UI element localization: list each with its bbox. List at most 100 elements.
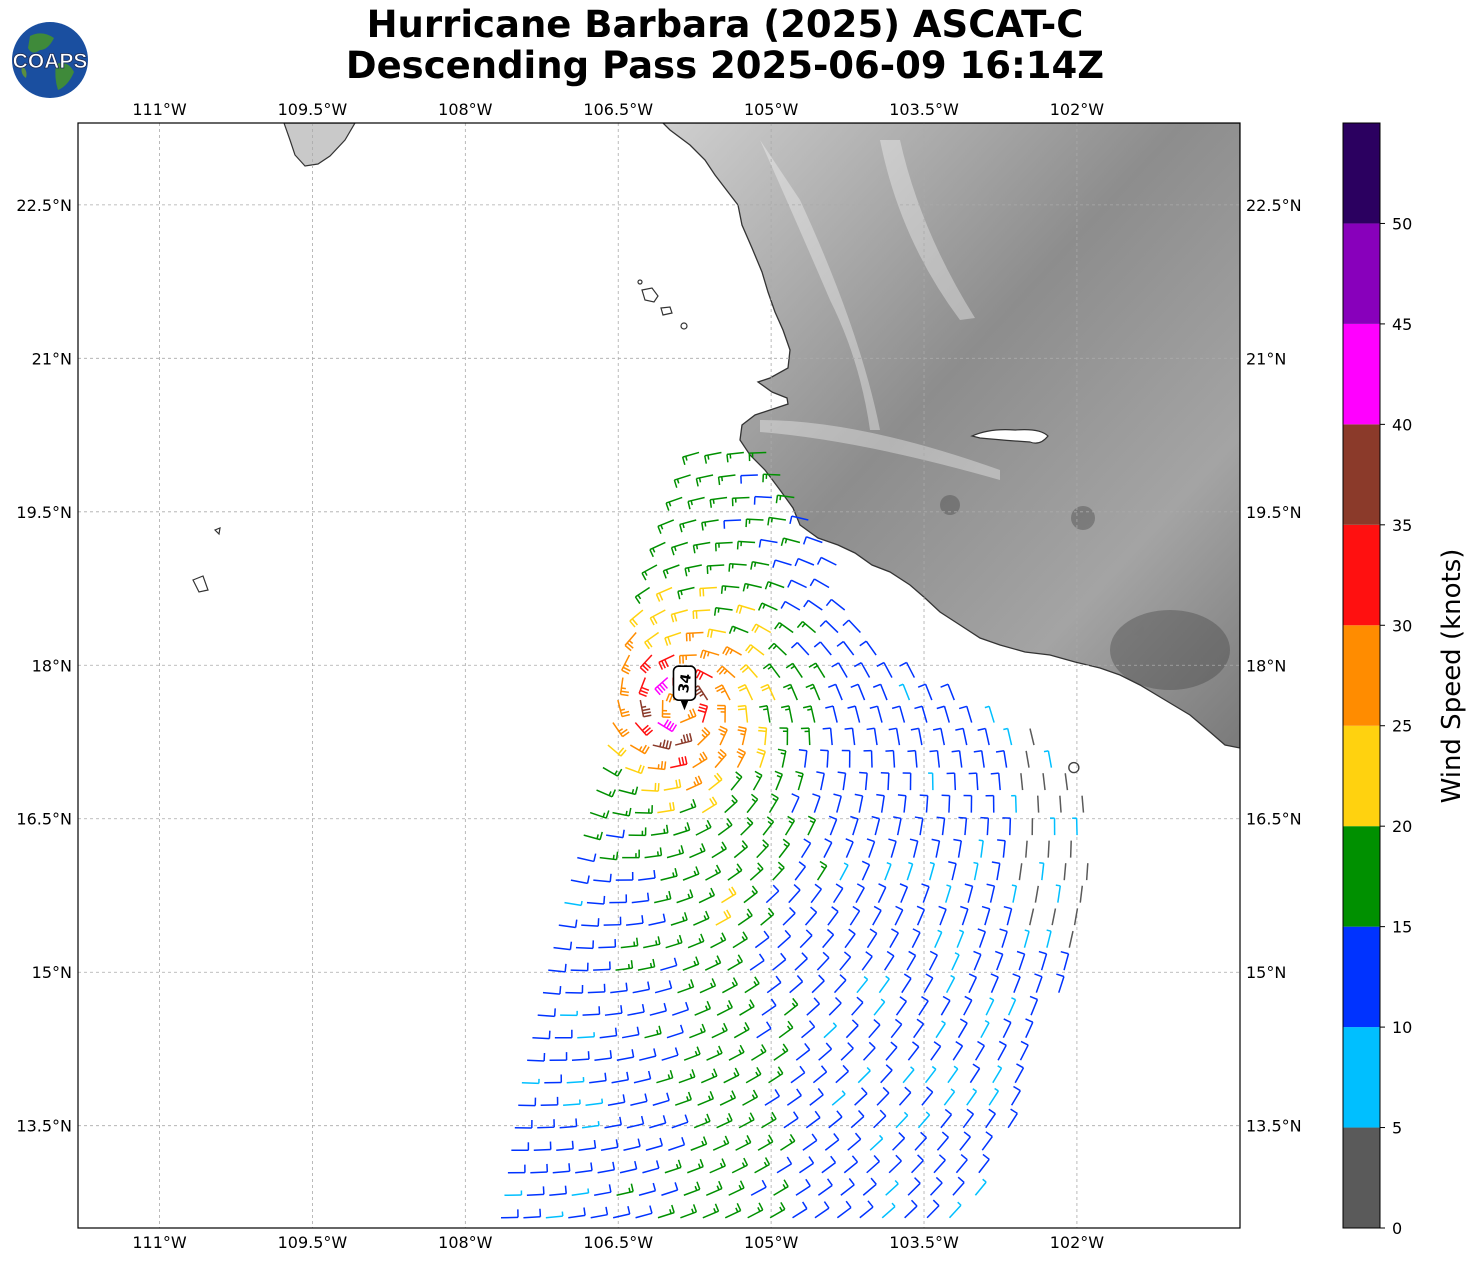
wind-barb — [990, 973, 999, 993]
gridlines — [78, 123, 1240, 1228]
wind-barb — [716, 1112, 733, 1129]
wind-barb — [679, 798, 697, 814]
wind-barb — [661, 700, 671, 718]
wind-barb — [704, 451, 722, 464]
wind-barb — [836, 640, 855, 656]
wind-barb — [649, 609, 666, 626]
storm-center-marker: 34 — [672, 665, 697, 711]
wind-barb — [554, 1029, 573, 1039]
wind-barb — [1068, 930, 1074, 948]
lat-tick-label-left: 21°N — [32, 349, 72, 368]
wind-barb — [774, 770, 784, 791]
lat-tick-label-left: 22.5°N — [16, 196, 72, 215]
wind-barb — [604, 1116, 622, 1129]
wind-barb — [1051, 908, 1057, 926]
wind-barb — [863, 749, 873, 768]
wind-barb — [631, 892, 650, 904]
wind-barb — [754, 930, 770, 949]
wind-barb — [728, 562, 747, 572]
wind-barb — [1012, 973, 1021, 993]
wind-barb — [737, 726, 747, 746]
wind-barb — [663, 779, 682, 791]
wind-barb — [758, 726, 768, 746]
wind-barb — [772, 559, 792, 568]
wind-barb — [527, 1052, 546, 1062]
wind-barb — [566, 1077, 585, 1084]
wind-barb — [695, 474, 714, 487]
wind-barb — [928, 950, 938, 971]
wind-barb — [564, 900, 583, 907]
wind-barb — [776, 1156, 793, 1174]
wind-barb — [708, 772, 723, 791]
wind-barb — [684, 564, 702, 577]
wind-barb — [890, 1018, 903, 1039]
wind-barb — [833, 793, 842, 813]
wind-barb — [549, 1052, 568, 1061]
wind-barb — [878, 975, 890, 994]
wind-barb — [777, 929, 792, 949]
wind-barb — [910, 727, 923, 746]
wind-barb — [773, 1043, 789, 1061]
wind-barb — [661, 1047, 679, 1061]
wind-barb — [941, 794, 951, 813]
wind-barb — [518, 1097, 537, 1107]
wind-barb — [673, 474, 691, 488]
wind-barb — [936, 816, 946, 836]
map-area: 34 — [78, 123, 1240, 1228]
wind-barb — [570, 962, 589, 972]
wind-barb — [737, 704, 749, 723]
wind-barb — [558, 919, 578, 929]
lat-tick-label-right: 18°N — [1246, 656, 1286, 675]
wind-barb — [921, 1086, 934, 1106]
wind-barb — [1038, 950, 1048, 971]
wind-barb — [828, 996, 842, 1016]
wind-barb — [932, 727, 946, 746]
wind-barb — [721, 886, 737, 904]
wind-barb — [589, 810, 610, 819]
wind-barb — [899, 883, 909, 903]
wind-barb — [802, 1133, 818, 1151]
wind-barb — [665, 496, 683, 511]
wind-barb — [906, 861, 914, 881]
wind-barb — [978, 839, 984, 858]
wind-barb — [692, 609, 711, 619]
wind-barb — [894, 905, 904, 926]
wind-barb — [902, 1066, 915, 1084]
wind-barb — [1019, 1040, 1029, 1061]
wind-barb — [612, 1206, 631, 1219]
wind-barb — [589, 1072, 607, 1084]
wind-barb — [679, 708, 697, 724]
map-frame — [77, 122, 1241, 1229]
wind-barb — [800, 727, 811, 746]
wind-barb — [866, 838, 876, 858]
wind-barb — [768, 642, 787, 656]
wind-barb — [670, 756, 688, 769]
wind-barb — [945, 974, 956, 994]
wind-barb — [643, 936, 661, 949]
wind-barb — [899, 661, 916, 678]
wind-barb — [733, 1022, 750, 1039]
wind-barb — [849, 905, 861, 926]
wind-barb — [523, 1208, 542, 1219]
wind-barb — [583, 831, 603, 841]
wind-barb — [861, 860, 871, 881]
wind-barb — [733, 840, 749, 859]
colorbar-bin — [1343, 826, 1380, 927]
wind-barb — [994, 950, 1004, 971]
colorbar: 0 5 10 15 20 25 30 35 40 45 50 — [1342, 122, 1412, 1238]
wind-barb — [747, 1202, 764, 1219]
wind-barb — [544, 1074, 563, 1084]
wind-barb — [768, 793, 779, 813]
wind-barb — [802, 705, 816, 723]
wind-barb — [657, 519, 675, 534]
wind-barb — [549, 1185, 567, 1197]
wind-barb — [902, 772, 912, 791]
wind-barb — [764, 1089, 781, 1106]
wind-barb — [633, 1070, 652, 1084]
wind-barb — [622, 849, 640, 859]
wind-barb — [923, 973, 934, 994]
wind-barb — [670, 609, 688, 623]
wind-barb — [816, 771, 825, 791]
wind-barb — [577, 1032, 595, 1039]
wind-barb — [712, 1135, 730, 1151]
